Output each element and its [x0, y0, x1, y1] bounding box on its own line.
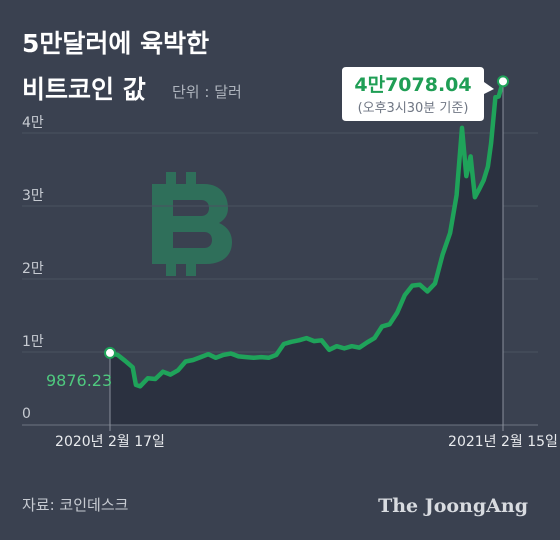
chart-title-line2: 비트코인 값	[22, 75, 146, 104]
end-point	[497, 75, 509, 88]
brand-logo: The JoongAng	[378, 495, 528, 517]
price-area	[110, 81, 503, 426]
y-tick-label: 0	[22, 406, 31, 422]
y-tick-label: 1만	[22, 334, 44, 350]
y-tick-labels: 0 1만 2만 3만 4만	[22, 115, 44, 422]
start-value-label: 9876.23	[46, 371, 112, 390]
unit-label: 단위 : 달러	[172, 83, 242, 101]
y-tick-label: 3만	[22, 188, 44, 204]
y-tick-label: 2만	[22, 261, 44, 277]
y-tick-label: 4만	[22, 115, 44, 131]
x-tick-label: 2020년 2월 17일	[55, 434, 165, 450]
price-line	[107, 79, 506, 389]
end-value-label: 4만7078.04	[354, 74, 471, 96]
end-value-note: (오후3시30분 기준)	[358, 101, 469, 116]
chart-title-line1: 5만달러에 육박한	[22, 29, 209, 58]
bitcoin-icon	[152, 172, 232, 276]
x-tick-label: 2021년 2월 15일	[448, 434, 558, 450]
x-tick-labels: 2020년 2월 17일 2021년 2월 15일	[55, 434, 558, 450]
source-label: 자료: 코인데스크	[22, 496, 128, 514]
end-value-callout: 4만7078.04 (오후3시30분 기준)	[342, 67, 494, 121]
start-point	[104, 346, 116, 359]
